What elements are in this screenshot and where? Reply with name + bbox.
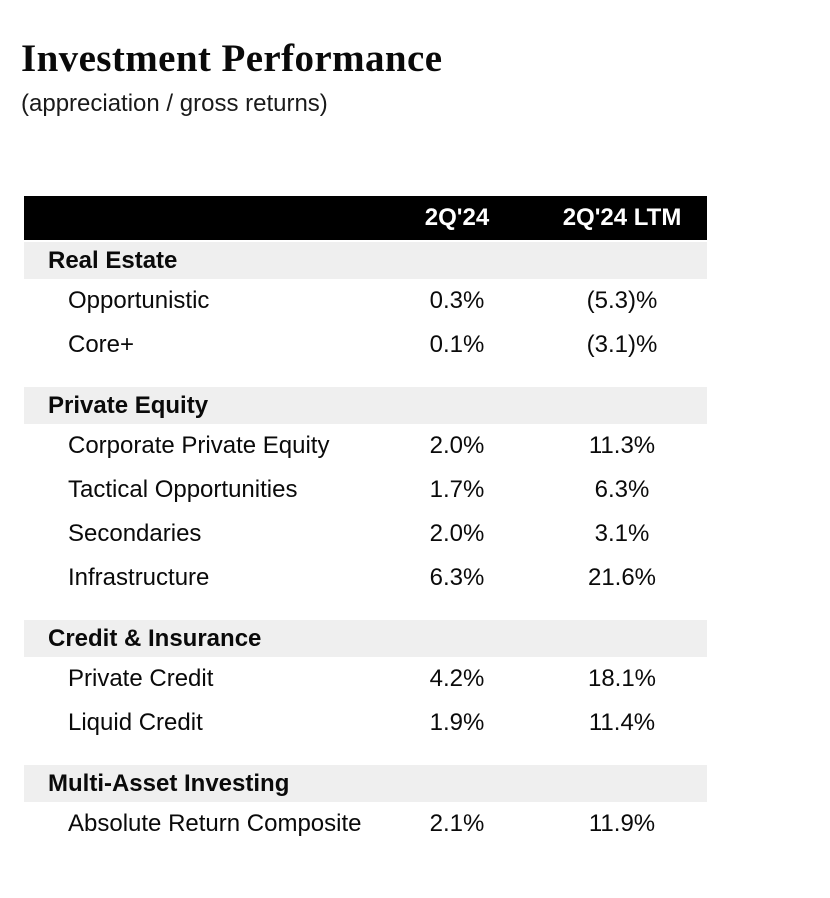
section-header-private-equity: Private Equity bbox=[24, 387, 707, 424]
row-value-2q24: 0.3% bbox=[429, 287, 485, 314]
row-value-2q24: 2.1% bbox=[429, 810, 485, 837]
row-label: Private Credit bbox=[68, 665, 214, 692]
row-label: Core+ bbox=[68, 331, 135, 358]
table-row: Core+ 0.1% (3.1)% bbox=[24, 323, 707, 367]
column-header-2q24: 2Q'24 bbox=[424, 204, 490, 231]
table-row: Infrastructure 6.3% 21.6% bbox=[24, 556, 707, 600]
table-header-row: 2Q'24 2Q'24 LTM bbox=[24, 196, 707, 240]
row-value-ltm: 11.9% bbox=[588, 810, 656, 837]
section-header-multi-asset: Multi-Asset Investing bbox=[24, 765, 707, 802]
table-row: Corporate Private Equity 2.0% 11.3% bbox=[24, 424, 707, 468]
row-value-2q24: 1.7% bbox=[429, 476, 485, 503]
page-title: Investment Performance bbox=[21, 37, 443, 80]
row-value-ltm: 11.3% bbox=[588, 432, 656, 459]
table-row: Secondaries 2.0% 3.1% bbox=[24, 512, 707, 556]
table-row: Private Credit 4.2% 18.1% bbox=[24, 657, 707, 701]
row-label: Absolute Return Composite bbox=[68, 810, 362, 837]
row-value-2q24: 0.1% bbox=[429, 331, 485, 358]
row-label: Tactical Opportunities bbox=[68, 476, 298, 503]
row-value-2q24: 1.9% bbox=[429, 709, 485, 736]
row-label: Infrastructure bbox=[68, 564, 210, 591]
performance-table: 2Q'24 2Q'24 LTM Real Estate Opportunisti… bbox=[24, 196, 707, 846]
page-subtitle: (appreciation / gross returns) bbox=[21, 90, 328, 117]
table-row: Absolute Return Composite 2.1% 11.9% bbox=[24, 802, 707, 846]
row-label: Secondaries bbox=[68, 520, 202, 547]
row-value-ltm: 3.1% bbox=[594, 520, 650, 547]
row-value-2q24: 2.0% bbox=[429, 520, 485, 547]
table-row: Liquid Credit 1.9% 11.4% bbox=[24, 701, 707, 745]
row-value-ltm: 6.3% bbox=[594, 476, 650, 503]
table-row: Opportunistic 0.3% (5.3)% bbox=[24, 279, 707, 323]
row-value-ltm: (5.3)% bbox=[586, 287, 658, 314]
row-label: Corporate Private Equity bbox=[68, 432, 330, 459]
row-value-2q24: 6.3% bbox=[429, 564, 485, 591]
section-header-credit-insurance: Credit & Insurance bbox=[24, 620, 707, 657]
column-header-2q24-ltm: 2Q'24 LTM bbox=[562, 204, 682, 231]
row-label: Liquid Credit bbox=[68, 709, 203, 736]
row-value-2q24: 4.2% bbox=[429, 665, 485, 692]
row-value-ltm: 11.4% bbox=[588, 709, 656, 736]
table-row: Tactical Opportunities 1.7% 6.3% bbox=[24, 468, 707, 512]
section-header-real-estate: Real Estate bbox=[24, 242, 707, 279]
row-value-2q24: 2.0% bbox=[429, 432, 485, 459]
row-value-ltm: 21.6% bbox=[587, 564, 657, 591]
row-label: Opportunistic bbox=[68, 287, 210, 314]
row-value-ltm: (3.1)% bbox=[586, 331, 658, 358]
row-value-ltm: 18.1% bbox=[587, 665, 657, 692]
